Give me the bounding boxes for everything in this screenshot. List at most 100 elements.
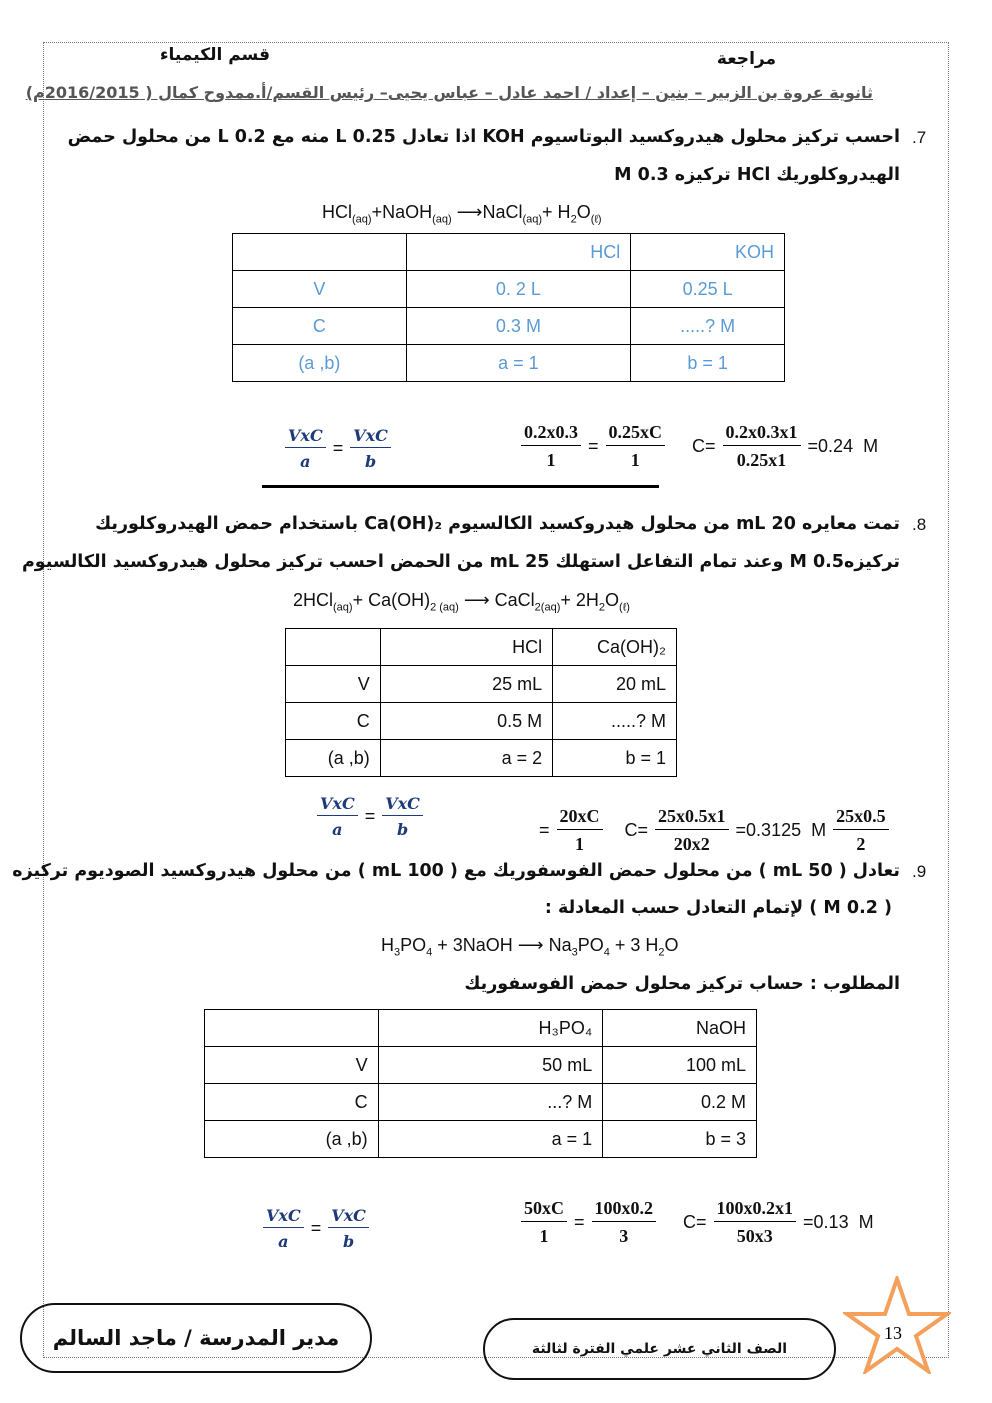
question-number: .7 <box>912 128 927 147</box>
operator: = <box>364 806 376 826</box>
numerator: VxC <box>382 794 423 816</box>
table-cell: C <box>204 1083 379 1121</box>
table-cell: 20 mL <box>552 665 677 703</box>
numerator: 50xC <box>521 1198 567 1222</box>
denominator: b <box>342 1232 355 1251</box>
operator: =0.3125 M <box>735 820 827 840</box>
page-number: 13 <box>884 1323 902 1343</box>
star-icon: 13 <box>843 1276 951 1374</box>
table-cell: a = 2 <box>379 739 554 777</box>
denominator: 1 <box>575 834 585 854</box>
table-cell: ...? M <box>377 1083 604 1121</box>
table-cell: 0.25 L <box>630 270 785 308</box>
operator: =0.24 M <box>807 436 879 456</box>
table-header-cell <box>232 233 407 271</box>
denominator: a <box>332 820 343 839</box>
table-cell: a = 1 <box>405 344 632 382</box>
page-title: مراجعة <box>716 49 776 69</box>
fraction: VxC a <box>317 794 358 839</box>
table-header-row: HCl Ca(OH)₂ <box>285 628 677 666</box>
equation-part: O <box>605 590 620 610</box>
table-cell: 0.3 M <box>405 307 632 345</box>
table-header-row: H₃PO₄ NaOH <box>204 1009 757 1047</box>
fraction: 20xC 1 <box>556 806 603 855</box>
subscript: 2 <box>570 213 577 226</box>
table-header-cell: NaOH <box>602 1009 757 1047</box>
table-cell: .....? M <box>552 702 677 740</box>
data-table: HCl Ca(OH)₂ V 25 mL 20 mL C 0.5 M.....? M (a ,b… <box>285 628 677 777</box>
denominator: 0.25x1 <box>736 450 787 470</box>
fraction: 50xC 1 <box>521 1198 567 1247</box>
table-cell: 25 mL <box>379 665 554 703</box>
department-label: قسم الكيمياء <box>159 45 270 65</box>
question-text: احسب تركيز محلول هيدروكسيد البوتاسيوم KO… <box>67 127 900 147</box>
grade-badge: الصف الثاني عشر علمي الفترة لثالثة <box>483 1318 836 1380</box>
equation-part: + Ca(OH) <box>352 590 431 610</box>
table-cell: b = 1 <box>552 739 677 777</box>
question-number: .8 <box>912 515 927 534</box>
table-cell: V <box>232 270 407 308</box>
chemical-equation: HCl(aq)+NaOH(aq) ⟶NaCl(aq)+ H2O(ℓ) <box>322 202 602 226</box>
numerator: VxC <box>285 426 326 448</box>
denominator: 1 <box>539 1226 549 1246</box>
table-cell: V <box>285 665 381 703</box>
fraction: VxC b <box>382 794 423 839</box>
operator: =0.13 M <box>803 1212 874 1232</box>
denominator: 1 <box>546 450 556 470</box>
table-cell: C <box>285 702 381 740</box>
equation-part: + H <box>542 202 571 222</box>
table-cell: a = 1 <box>377 1120 604 1158</box>
table-row: V 25 mL 20 mL <box>285 665 677 703</box>
operator: C= <box>663 1212 707 1232</box>
denominator: 1 <box>630 450 640 470</box>
table-cell: (a ,b) <box>285 739 381 777</box>
denominator: 20x2 <box>673 834 710 854</box>
question-text: تمت معايره 20 mL من محلول هيدروكسيد الكا… <box>95 514 900 534</box>
equation-part: + 3NaOH ⟶ Na <box>432 935 572 955</box>
fraction: 100x0.2 3 <box>591 1198 657 1247</box>
equation-part: O <box>576 202 591 222</box>
table-cell: (a ,b) <box>204 1120 379 1158</box>
equation-part: ⟶ CaCl <box>458 590 535 610</box>
grade-label: الصف الثاني عشر علمي الفترة لثالثة <box>531 1341 788 1357</box>
subscript: 2 <box>598 601 606 614</box>
subscript: (aq) <box>522 213 543 226</box>
formula-solution: = 20xC 1 C= 25x0.5x1 20x2 =0.3125 M 25x0.5 2 <box>535 806 892 855</box>
subscript: 4 <box>426 946 433 959</box>
data-table: HCl KOH V 0. 2 L 0.25 L C 0.3 M.....? M (a ,b) a… <box>232 233 785 382</box>
denominator: a <box>278 1232 289 1251</box>
denominator: 3 <box>619 1226 629 1246</box>
question-number: .9 <box>912 862 927 881</box>
fraction: 0.2x0.3 1 <box>521 422 581 471</box>
fraction: VxC b <box>350 426 391 471</box>
subscript: 3 <box>571 946 578 959</box>
table-cell: .....? M <box>630 307 785 345</box>
table-header-cell <box>285 628 381 666</box>
fraction: 0.2x0.3x1 0.25x1 <box>722 422 801 471</box>
subscript: 4 <box>603 946 610 959</box>
table-cell: (a ,b) <box>232 344 407 382</box>
formula-solution: 0.2x0.3 1 = 0.25xC 1 C= 0.2x0.3x1 0.25x1 =0.24 … <box>518 422 882 471</box>
numerator: VxC <box>317 794 358 816</box>
equation-part: 2HCl <box>293 590 334 610</box>
fraction: 0.25xC 1 <box>605 422 666 471</box>
fraction: 25x0.5 2 <box>833 806 889 855</box>
numerator: VxC <box>328 1206 369 1228</box>
numerator: 0.25xC <box>605 422 666 446</box>
subscript: 2 <box>658 946 665 959</box>
operator: = <box>574 1212 585 1232</box>
question-text: ( 0.2 M ) لإتمام التعادل حسب المعادلة : <box>544 898 892 918</box>
fraction: 25x0.5x1 20x2 <box>655 806 729 855</box>
equation-part: + 3 H <box>609 935 659 955</box>
formula-general: VxC a = VxC b <box>282 426 394 471</box>
table-header-cell: HCl <box>379 628 554 666</box>
subscript: 2 (aq) <box>430 601 459 614</box>
table-header-cell <box>204 1009 379 1047</box>
table-row: V 0. 2 L 0.25 L <box>232 270 785 308</box>
formula-general: VxC a = VxC b <box>314 794 426 839</box>
operator: = <box>539 820 550 840</box>
numerator: 0.2x0.3 <box>521 422 581 446</box>
